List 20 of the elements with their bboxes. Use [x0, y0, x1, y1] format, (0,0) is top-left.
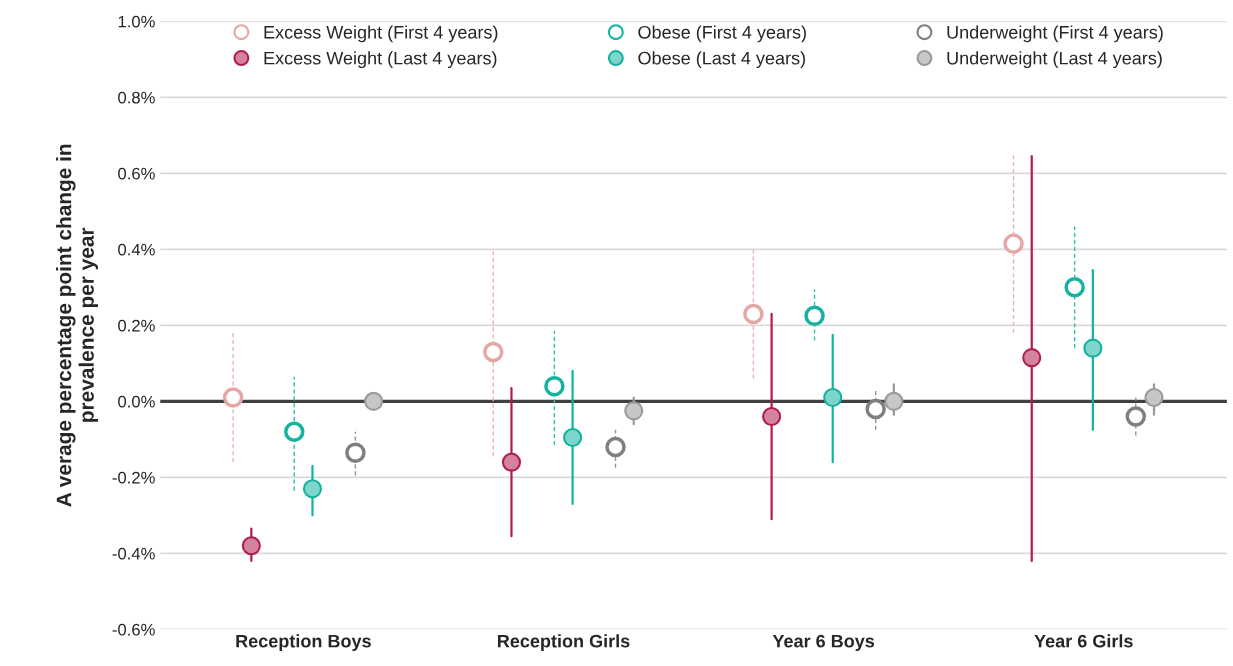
y-axis-title: A verage percentage point change in prevalence per year	[56, 144, 98, 507]
legend-label: Underweight (First 4 years)	[947, 25, 1163, 43]
y-tick-label: 0.4%	[118, 243, 155, 256]
legend-label: Obese (First 4 years)	[638, 25, 806, 43]
legend-label: Obese (Last 4 years)	[638, 51, 805, 69]
y-tick-label: 0.2%	[118, 319, 155, 332]
x-tick-label: Reception Boys	[236, 634, 371, 652]
y-tick-label: 0.0%	[118, 395, 155, 408]
x-tick-label: Reception Girls	[497, 634, 630, 652]
legend-label: Excess Weight (First 4 years)	[264, 25, 498, 43]
x-tick-label: Year 6 Boys	[772, 634, 875, 652]
legend-label: Underweight (Last 4 years)	[947, 51, 1162, 69]
y-tick-label: 1.0%	[118, 15, 155, 28]
y-tick-label: -0.2%	[112, 471, 155, 484]
y-tick-label: 0.6%	[118, 167, 155, 180]
x-tick-label: Year 6 Girls	[1034, 634, 1133, 648]
y-tick-label: 0.8%	[118, 91, 155, 104]
legend-label: Excess Weight (Last 4 years)	[264, 51, 497, 69]
y-tick-label: -0.4%	[112, 547, 155, 560]
y-tick-label: -0.6%	[112, 623, 155, 636]
